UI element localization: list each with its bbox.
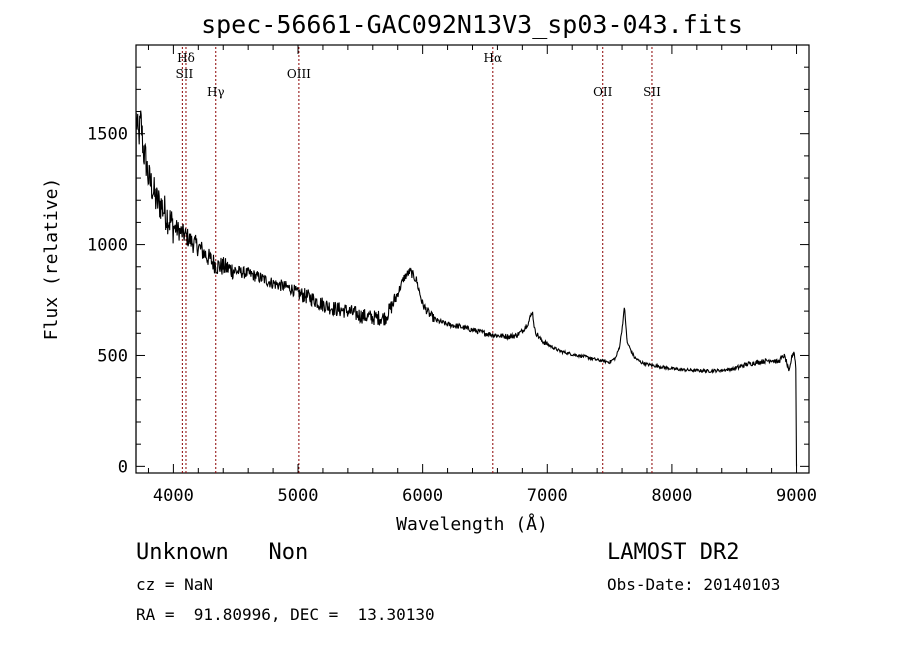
y-axis-label: Flux (relative) bbox=[41, 178, 62, 341]
x-tick-label: 6000 bbox=[402, 486, 443, 506]
line-marker-label: Hγ bbox=[207, 85, 225, 99]
chart-title: spec-56661-GAC092N13V3_sp03-043.fits bbox=[201, 10, 743, 39]
spectrum-line bbox=[135, 110, 798, 467]
redshift-label: cz = NaN bbox=[136, 575, 213, 594]
y-tick-label: 0 bbox=[118, 457, 128, 477]
line-marker-label: OIII bbox=[287, 67, 311, 81]
line-markers: Hδ SII Hγ OIII Hα OII SII bbox=[176, 47, 661, 473]
x-tick-label: 5000 bbox=[278, 486, 319, 506]
obs-date-label: Obs-Date: 20140103 bbox=[607, 575, 780, 594]
survey-label: LAMOST DR2 bbox=[607, 540, 739, 565]
line-marker-label: Hδ bbox=[177, 51, 195, 65]
x-axis-ticks: 4000 5000 6000 7000 8000 9000 bbox=[147, 45, 817, 506]
y-tick-label: 1500 bbox=[87, 125, 128, 145]
x-tick-label: 8000 bbox=[651, 486, 692, 506]
x-axis-label: Wavelength (Å) bbox=[396, 513, 548, 535]
y-axis-ticks: 0 500 1000 1500 bbox=[87, 66, 809, 477]
line-marker-label: Hα bbox=[484, 51, 503, 65]
x-tick-label: 4000 bbox=[153, 486, 194, 506]
line-marker-label: OII bbox=[593, 85, 613, 99]
line-marker-label: SII bbox=[643, 85, 661, 99]
object-class: Unknown Non bbox=[136, 540, 308, 565]
line-marker-label: SII bbox=[176, 67, 194, 81]
x-tick-label: 9000 bbox=[776, 486, 817, 506]
coordinates-label: RA = 91.80996, DEC = 13.30130 bbox=[136, 605, 435, 624]
plot-frame bbox=[135, 44, 810, 474]
x-tick-label: 7000 bbox=[527, 486, 568, 506]
y-tick-label: 500 bbox=[97, 346, 128, 366]
y-tick-label: 1000 bbox=[87, 236, 128, 256]
